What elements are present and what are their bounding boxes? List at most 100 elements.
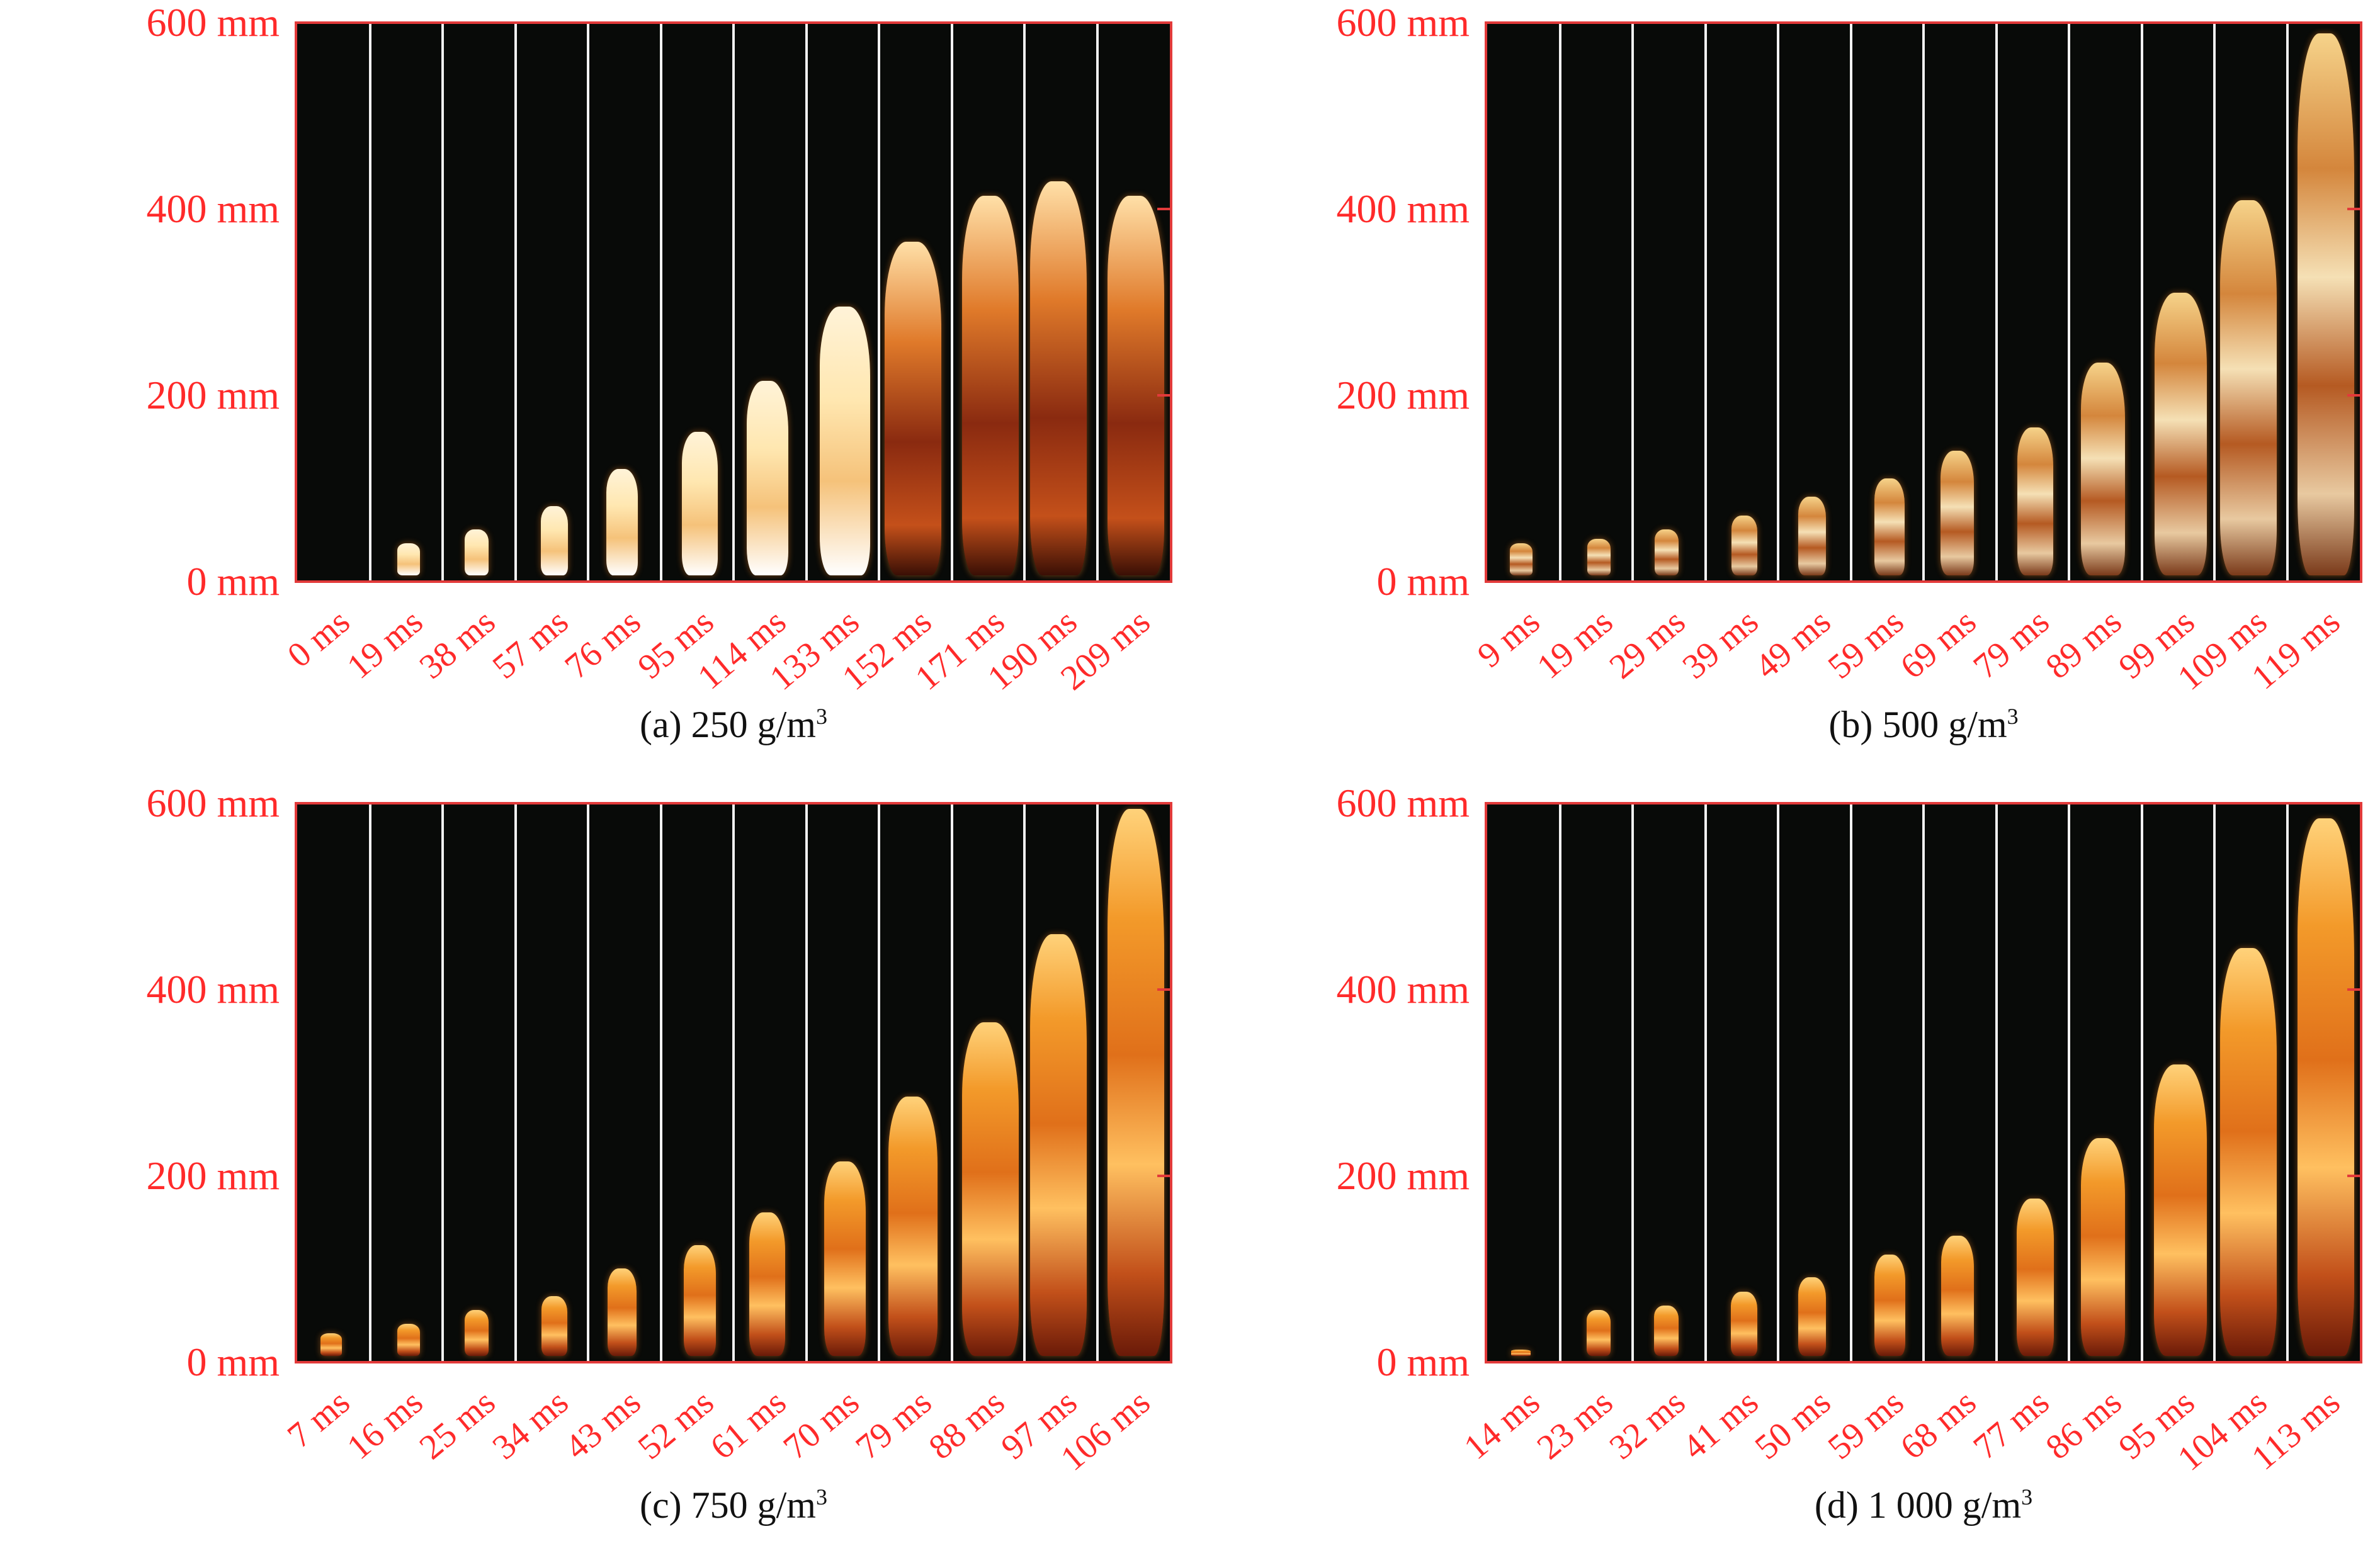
panel-d: 600 mm 400 mm 200 mm 0 mm 14 ms 23 ms 32 ms 41 … — [1190, 781, 2380, 1541]
frame-divider — [587, 24, 589, 580]
x-axis-time-label: 49 ms — [1748, 602, 1839, 687]
x-axis-time-label: 76 ms — [558, 602, 649, 687]
frame-divider — [1631, 24, 1634, 580]
x-axis-time-label: 70 ms — [776, 1382, 867, 1467]
flame-shape — [2298, 33, 2355, 575]
frame-divider — [2213, 24, 2216, 580]
frame-divider — [587, 804, 589, 1361]
flame-image-plot — [1485, 802, 2362, 1363]
y-axis-tick — [1157, 1175, 1170, 1177]
flame-shape — [1108, 195, 1165, 575]
frame-divider — [2068, 804, 2070, 1361]
caption-text: (c) 750 g/m — [640, 1484, 816, 1526]
y-axis-tick — [1157, 208, 1170, 210]
y-axis-tick — [1157, 580, 1170, 583]
x-axis-time-label: 89 ms — [2039, 602, 2129, 687]
flame-shape — [1941, 1236, 1974, 1356]
time-frame-strip — [370, 24, 443, 580]
flame-shape — [1874, 478, 1905, 575]
x-axis-time-label: 16 ms — [339, 1382, 431, 1467]
x-axis-time-label: 19 ms — [339, 602, 431, 687]
frame-divider — [2286, 804, 2289, 1361]
caption-text: (d) 1 000 g/m — [1814, 1484, 2022, 1526]
x-axis-time-label: 25 ms — [412, 1382, 503, 1467]
y-axis-tick-label: 200 mm — [1336, 373, 1470, 417]
flame-shape — [541, 1295, 567, 1356]
flame-shape — [1511, 1350, 1531, 1356]
frame-divider — [732, 24, 735, 580]
flame-shape — [884, 242, 941, 575]
y-axis-tick — [1157, 21, 1170, 24]
time-frame-strip — [516, 804, 589, 1361]
time-frame-strip — [516, 24, 589, 580]
time-frame-strip — [1633, 804, 1706, 1361]
frame-divider — [2140, 24, 2143, 580]
y-axis-tick — [2347, 394, 2360, 397]
panel-a: 600 mm 400 mm 200 mm 0 mm 0 ms 19 ms 38 ms 57 m… — [0, 0, 1190, 760]
frame-divider — [1096, 24, 1099, 580]
x-axis-time-label: 50 ms — [1748, 1382, 1839, 1467]
flame-image-plot — [1485, 21, 2362, 583]
flame-shape — [2016, 1199, 2054, 1356]
frame-divider — [1777, 804, 1779, 1361]
flame-shape — [540, 506, 568, 575]
y-axis-tick-label: 0 mm — [186, 559, 280, 604]
frame-divider — [659, 24, 662, 580]
frame-divider — [878, 24, 880, 580]
frame-divider — [1922, 24, 1925, 580]
y-axis-tick-label: 600 mm — [1336, 0, 1470, 45]
y-axis-tick-label: 600 mm — [146, 781, 280, 825]
flame-shape — [1029, 181, 1087, 575]
time-frame-strip — [1560, 804, 1633, 1361]
time-frame-strip — [1706, 24, 1779, 580]
frame-divider — [1631, 804, 1634, 1361]
x-axis-time-label: 77 ms — [1966, 1382, 2057, 1467]
y-axis-tick — [1157, 802, 1170, 804]
y-axis-tick-label: 600 mm — [1336, 781, 1470, 825]
x-axis-time-label: 39 ms — [1675, 602, 1766, 687]
flame-image-plot — [295, 802, 1172, 1363]
caption-text: (b) 500 g/m — [1828, 704, 2007, 745]
time-frame-strip — [443, 24, 516, 580]
panel-caption: (d) 1 000 g/m3 — [1485, 1486, 2362, 1524]
panel-b: 600 mm 400 mm 200 mm 0 mm 9 ms 19 ms 29 ms 39 m… — [1190, 0, 2380, 760]
flame-shape — [2219, 948, 2277, 1356]
flame-shape — [749, 1212, 786, 1356]
y-axis-tick — [1157, 394, 1170, 397]
flame-shape — [1654, 1305, 1679, 1356]
y-axis-tick-label: 600 mm — [146, 0, 280, 45]
frame-divider — [950, 24, 953, 580]
flame-shape — [1029, 934, 1087, 1356]
time-frame-strip — [1487, 804, 1560, 1361]
y-axis-tick — [2347, 988, 2360, 991]
frame-divider — [1922, 804, 1925, 1361]
x-axis-time-label: 23 ms — [1529, 1382, 1621, 1467]
time-frame-strip — [1706, 804, 1779, 1361]
flame-shape — [746, 381, 788, 575]
y-axis-tick-label: 400 mm — [146, 967, 280, 1012]
y-axis-tick — [1157, 988, 1170, 991]
caption-superscript: 3 — [815, 1484, 827, 1510]
caption-superscript: 3 — [2021, 1484, 2033, 1510]
flame-shape — [820, 307, 871, 575]
flame-shape — [888, 1097, 938, 1356]
frame-divider — [514, 24, 517, 580]
frame-divider — [1995, 804, 1998, 1361]
y-axis-tick-label: 400 mm — [146, 186, 280, 231]
x-axis-time-label: 59 ms — [1820, 1382, 1912, 1467]
time-frame-strip — [1487, 24, 1560, 580]
frame-divider — [2068, 24, 2070, 580]
time-frame-strip — [443, 804, 516, 1361]
flame-shape — [1798, 1277, 1826, 1356]
frame-divider — [805, 24, 808, 580]
frame-divider — [659, 804, 662, 1361]
panel-caption: (c) 750 g/m3 — [295, 1486, 1172, 1524]
flame-shape — [1587, 538, 1611, 575]
x-axis-time-label: 38 ms — [412, 602, 503, 687]
y-axis-tick — [2347, 21, 2360, 24]
flame-shape — [681, 432, 718, 575]
frame-divider — [950, 804, 953, 1361]
frame-divider — [732, 804, 735, 1361]
flame-shape — [2080, 1138, 2125, 1356]
time-frame-strip — [297, 804, 370, 1361]
